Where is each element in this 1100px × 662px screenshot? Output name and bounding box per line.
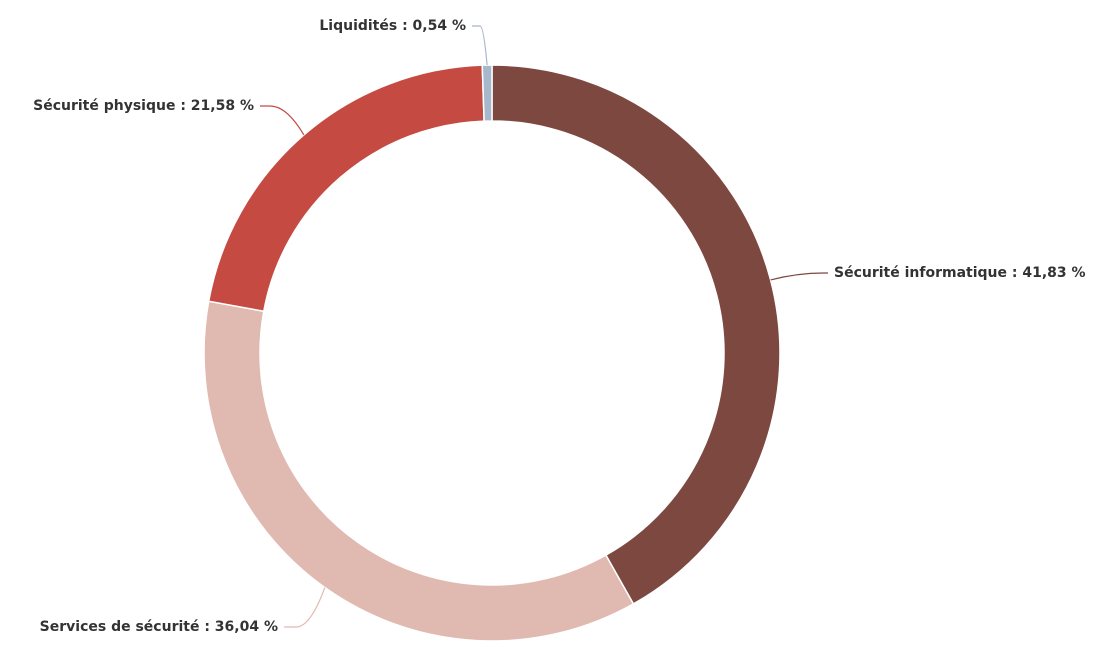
donut-slice — [203, 300, 635, 642]
leader-line — [472, 25, 488, 66]
leader-line — [770, 272, 828, 281]
leader-line — [284, 587, 326, 628]
donut-slice — [481, 64, 493, 122]
data-label: Liquidités : 0,54 % — [319, 18, 466, 34]
data-label: Sécurité physique : 21,58 % — [33, 98, 254, 114]
data-label: Services de sécurité : 36,04 % — [40, 619, 278, 635]
data-label: Sécurité informatique : 41,83 % — [834, 265, 1086, 281]
donut-slice — [491, 64, 781, 605]
leader-line — [260, 105, 305, 136]
